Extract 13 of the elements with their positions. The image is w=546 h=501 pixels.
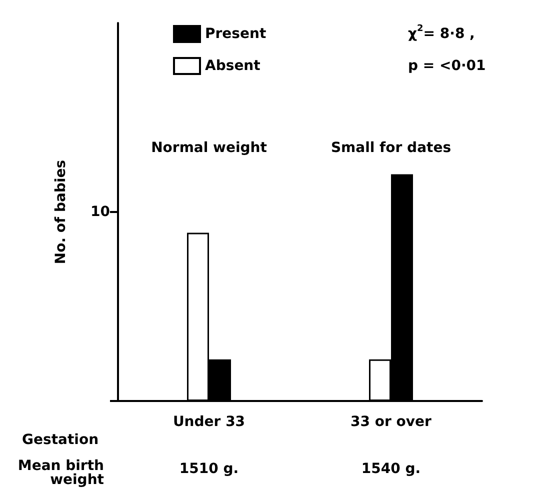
- annotation: p = <0·01: [408, 58, 486, 74]
- x-tick-label: 33 or over: [350, 414, 432, 430]
- text: 1510 g.: [179, 461, 239, 477]
- text: 1540 g.: [361, 461, 421, 477]
- x-axis-title: Gestation: [22, 432, 99, 448]
- x-tick-label: Under 33: [172, 414, 246, 430]
- annotation: Small for dates: [330, 140, 452, 156]
- legend-label: Present: [205, 26, 266, 42]
- legend-label: Absent: [205, 58, 261, 74]
- text: Mean birth weight: [18, 458, 104, 488]
- annotation: Normal weight: [151, 140, 268, 156]
- y-axis-title: No. of babies: [53, 160, 69, 264]
- y-tick-label: 10: [90, 204, 110, 220]
